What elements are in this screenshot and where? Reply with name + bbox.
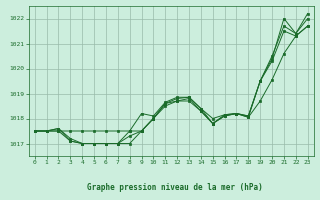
Text: Graphe pression niveau de la mer (hPa): Graphe pression niveau de la mer (hPa) [86, 183, 262, 192]
